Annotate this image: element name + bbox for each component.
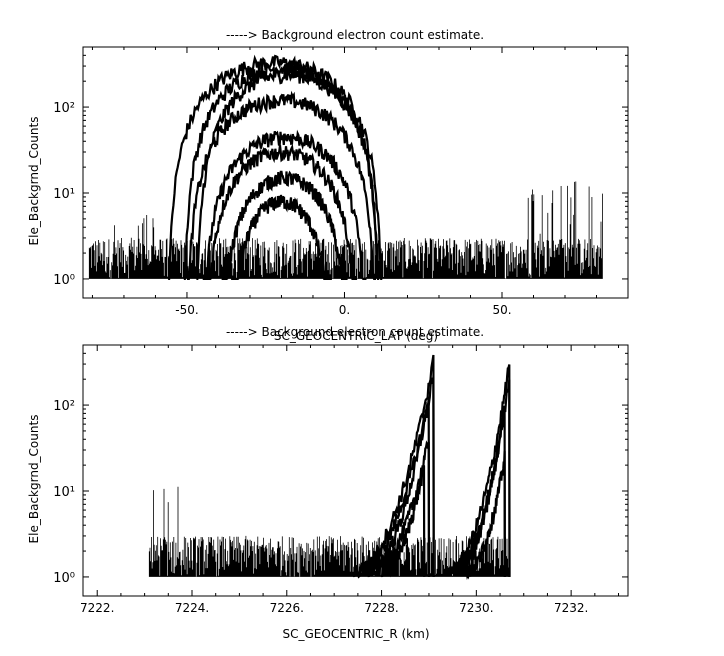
panel-radius: -----> Background electron count estimat… (27, 325, 629, 641)
x-tick-label: -50. (175, 303, 198, 317)
plot-frame-2 (82, 344, 629, 597)
y-ticks-2: 10⁰ 10¹ 10² (53, 344, 628, 586)
y-tick-label: 10² (53, 399, 75, 414)
x-ticks-2: 7222. 7224. 7226. 7228. 7230. 7232. (80, 345, 620, 615)
x-axis-label-1: SC_GEOCENTRIC_LAT (deg) (274, 329, 438, 343)
y-tick-label: 10⁰ (53, 571, 75, 586)
y-tick-label: 10¹ (53, 485, 75, 500)
y-axis-label-2: Ele_Backgrnd_Counts (27, 415, 41, 544)
x-tick-label: 7232. (554, 601, 588, 615)
plot-area-1 (88, 54, 603, 280)
y-tick-label: 10² (53, 101, 75, 116)
series-line-2-2 (356, 377, 435, 579)
x-ticks-1: -50. 0. 50. (91, 47, 629, 317)
series-line-2-3 (366, 396, 431, 578)
series-line-1-6 (205, 143, 358, 280)
y-ticks-1: 10⁰ 10¹ 10² (53, 46, 628, 288)
x-tick-label: 7224. (175, 601, 209, 615)
series-line-1-8 (231, 194, 332, 280)
y-axis-label-1: Ele_Backgrnd_Counts (27, 117, 41, 246)
x-tick-label: 0. (339, 303, 350, 317)
chart-title-2: -----> Background electron count estimat… (226, 325, 484, 339)
x-tick-label: 7230. (459, 601, 493, 615)
series-line-1-1 (168, 54, 383, 280)
y-tick-label: 10¹ (53, 187, 75, 202)
x-tick-label: 7222. (80, 601, 114, 615)
plot-frame-1 (82, 46, 629, 299)
chart-title-1: -----> Background electron count estimat… (226, 28, 484, 42)
x-axis-label-2: SC_GEOCENTRIC_R (km) (283, 627, 430, 641)
series-line-1-5 (202, 129, 367, 280)
plot-area-2 (148, 354, 511, 581)
series-line-2-8 (456, 405, 506, 577)
series-line-1-3 (196, 66, 380, 280)
y-tick-label: 10⁰ (53, 273, 75, 288)
series-line-2-9 (465, 451, 506, 581)
series-line-1-4 (187, 90, 376, 280)
series-line-1-7 (221, 170, 348, 280)
x-tick-label: 7228. (364, 601, 398, 615)
x-tick-label: 7226. (270, 601, 304, 615)
panel-latitude: -----> Background electron count estimat… (27, 28, 629, 343)
x-tick-label: 50. (492, 303, 511, 317)
series-line-2-5 (380, 462, 426, 578)
